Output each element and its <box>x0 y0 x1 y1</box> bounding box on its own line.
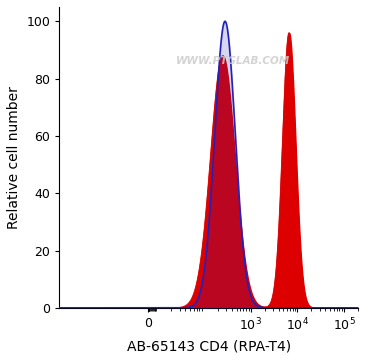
X-axis label: AB-65143 CD4 (RPA-T4): AB-65143 CD4 (RPA-T4) <box>127 339 291 353</box>
Y-axis label: Relative cell number: Relative cell number <box>7 86 21 229</box>
Text: WWW.PTGLAB.COM: WWW.PTGLAB.COM <box>176 56 290 66</box>
